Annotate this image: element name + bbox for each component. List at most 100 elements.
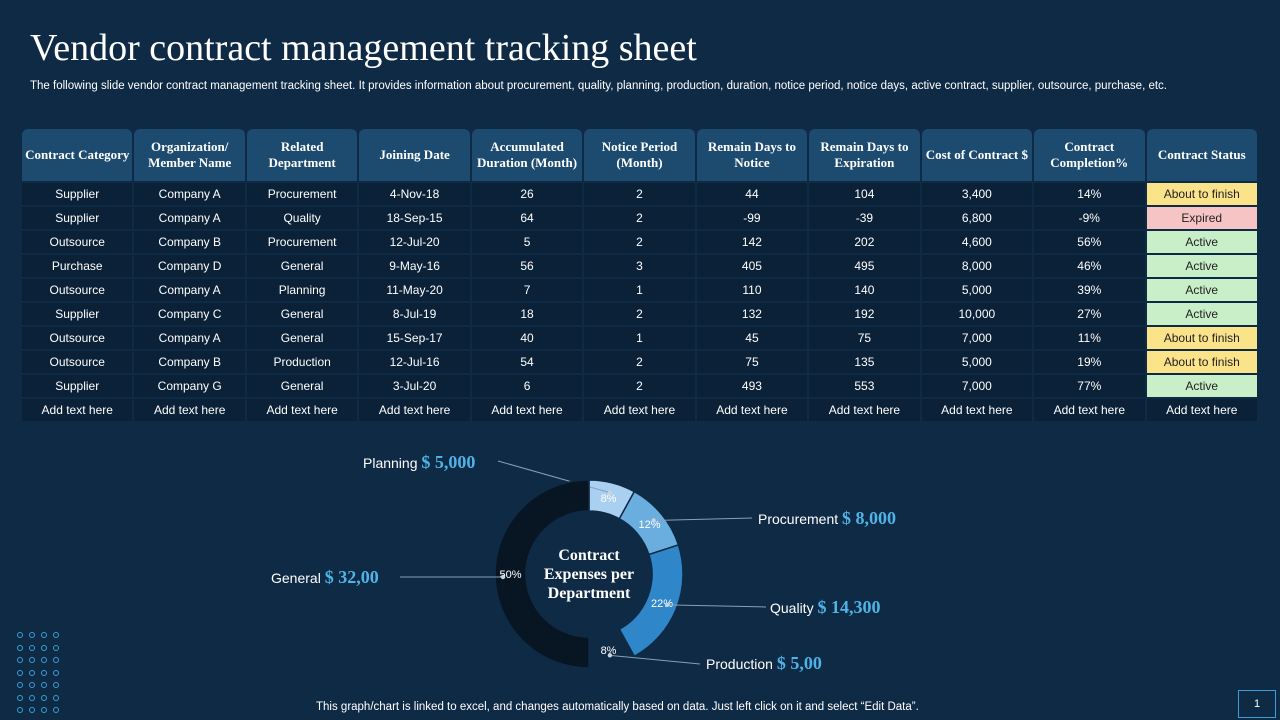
table-cell: -39 [809, 207, 920, 229]
slice-percent-label: 8% [601, 493, 617, 505]
table-cell: 56 [471, 255, 583, 277]
table-cell: 45 [696, 327, 808, 349]
decorative-dot [29, 707, 35, 713]
table-row: Supplier Company A Quality 18-Sep-15 64 2 -99-… [22, 207, 1257, 229]
table-cell: General [246, 375, 358, 397]
table-cell: 3 [584, 255, 695, 277]
table-cell: 2 [584, 231, 695, 253]
status-cell: Active [1146, 255, 1257, 277]
table-row: Purchase Company D General 9-May-16 56 3 405 49… [22, 255, 1257, 277]
legend-label-procurement: Procurement $ 8,000 [758, 508, 896, 528]
decorative-dot [53, 669, 59, 676]
table-cell: 493 [696, 375, 808, 397]
legend-label-planning: Planning $ 5,000 [363, 452, 475, 472]
leader-dot [651, 518, 656, 523]
table-cell: Add text here [696, 399, 808, 421]
table-row: Outsource Company B Production 12-Jul-16 54 2… [22, 351, 1257, 373]
decorative-dot [41, 657, 47, 663]
table-cell: 75 [809, 327, 920, 349]
table-cell: Add text here [22, 399, 133, 421]
status-cell: Active [1146, 375, 1257, 397]
donut-slice-general [494, 479, 590, 669]
table-cell: 12-Jul-20 [359, 231, 470, 253]
table-cell: 18 [471, 303, 583, 325]
table-row: Outsource Company A General 15-Sep-17 40 1 45 7… [22, 327, 1257, 349]
column-header: Remain Days to Notice [696, 129, 808, 181]
table-cell: 2 [584, 351, 695, 373]
table-cell: Production [246, 351, 358, 373]
decorative-dot [29, 657, 35, 663]
table-cell: 14% [1034, 183, 1145, 205]
table-cell: 1 [584, 279, 695, 301]
column-header: Cost of Contract $ [921, 129, 1033, 181]
leader-dot [500, 574, 506, 580]
status-cell: About to finish [1146, 183, 1257, 205]
table-cell: Add text here [921, 399, 1033, 421]
table-cell: Company B [134, 231, 245, 253]
leader-line [609, 654, 701, 665]
decorative-dot [17, 669, 23, 676]
decorative-dot [53, 644, 59, 651]
table-cell: 6,800 [921, 207, 1033, 229]
table-cell: 10,000 [921, 303, 1033, 325]
table-cell: General [246, 255, 358, 277]
status-cell: Add text here [1146, 399, 1257, 421]
decorative-dot [29, 694, 35, 701]
status-cell: Expired [1146, 207, 1257, 229]
table-cell: 4,600 [921, 231, 1033, 253]
table-cell: Company A [134, 327, 245, 349]
table-cell: Company C [134, 303, 245, 325]
table-cell: 2 [584, 303, 695, 325]
decorative-dot [53, 682, 59, 688]
table-cell: 5,000 [921, 351, 1033, 373]
table-cell: Purchase [22, 255, 133, 277]
table-cell: 9-May-16 [359, 255, 470, 277]
column-header: Contract Status [1146, 129, 1257, 181]
legend-label-general: General $ 32,00 [271, 567, 379, 587]
table-cell: Supplier [22, 303, 133, 325]
table-cell: Add text here [1034, 399, 1145, 421]
decorative-dot [17, 632, 23, 638]
leader-line [653, 517, 753, 521]
table-cell: 12-Jul-16 [359, 351, 470, 373]
decorative-dot [29, 682, 35, 688]
legend-label-quality: Quality $ 14,300 [770, 597, 880, 617]
column-header: Accumulated Duration (Month) [471, 129, 583, 181]
table-body: Supplier Company A Procurement 4-Nov-18 26 2 4… [22, 183, 1257, 421]
decorative-dot [29, 632, 35, 638]
table-cell: General [246, 303, 358, 325]
column-header: Organization/ Member Name [134, 129, 245, 181]
table-cell: Add text here [471, 399, 583, 421]
table-cell: Procurement [246, 183, 358, 205]
table-cell: 142 [696, 231, 808, 253]
table-cell: Outsource [22, 327, 133, 349]
table-cell: 7 [471, 279, 583, 301]
table-cell: Company A [134, 183, 245, 205]
table-cell: 2 [584, 375, 695, 397]
table-row: Supplier Company C General 8-Jul-19 18 2 132 19… [22, 303, 1257, 325]
status-cell: Active [1146, 303, 1257, 325]
table-cell: 104 [809, 183, 920, 205]
status-cell: Active [1146, 231, 1257, 253]
legend-label-production: Production $ 5,00 [706, 653, 822, 673]
status-cell: About to finish [1146, 327, 1257, 349]
table-cell: 8-Jul-19 [359, 303, 470, 325]
table-cell: Outsource [22, 351, 133, 373]
table-cell: Outsource [22, 231, 133, 253]
decorative-dot [53, 657, 59, 663]
table-cell: 26 [471, 183, 583, 205]
table-cell: 64 [471, 207, 583, 229]
decorative-dot [41, 694, 47, 701]
table-cell: 202 [809, 231, 920, 253]
decorative-dot [17, 657, 23, 663]
leader-line [667, 604, 767, 608]
page-number: 1 [1238, 690, 1276, 718]
column-header: Contract Completion% [1034, 129, 1145, 181]
table-cell: 6 [471, 375, 583, 397]
table-cell: 77% [1034, 375, 1145, 397]
table-cell: 40 [471, 327, 583, 349]
table-cell: 18-Sep-15 [359, 207, 470, 229]
column-header: Notice Period (Month) [584, 129, 695, 181]
table-cell: Company A [134, 207, 245, 229]
table-cell: 110 [696, 279, 808, 301]
